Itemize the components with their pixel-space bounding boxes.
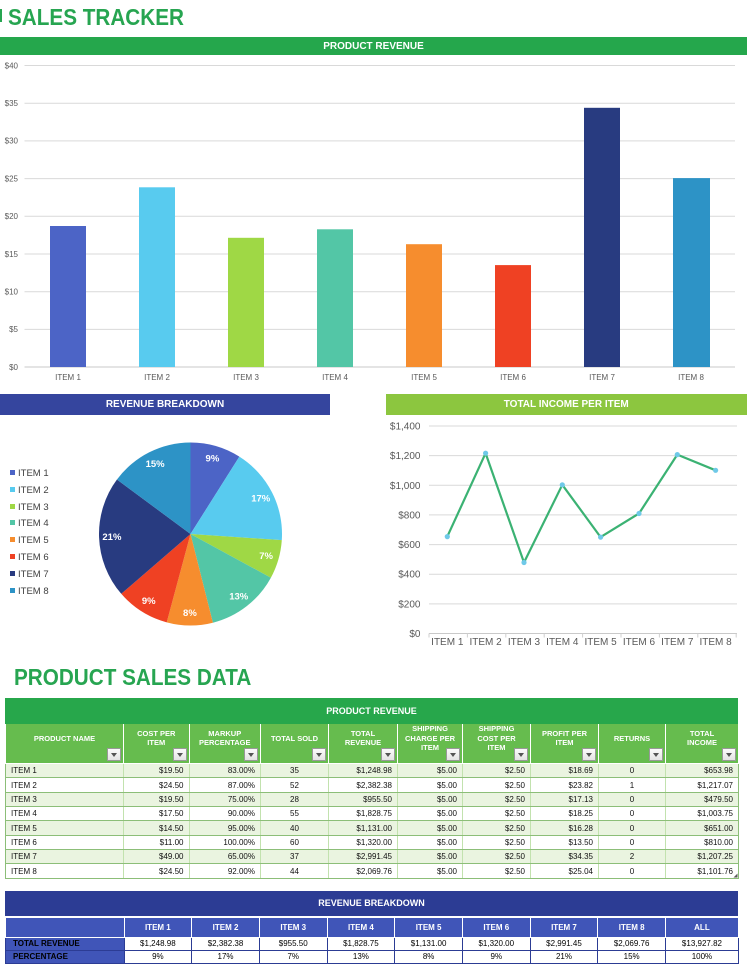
svg-text:$5: $5 xyxy=(9,325,18,334)
svg-text:$25: $25 xyxy=(5,174,19,183)
svg-text:ITEM 3: ITEM 3 xyxy=(233,373,259,382)
svg-text:13%: 13% xyxy=(229,591,249,602)
svg-text:$30: $30 xyxy=(5,137,19,146)
svg-text:$15: $15 xyxy=(5,250,19,259)
svg-text:ITEM 1: ITEM 1 xyxy=(55,373,81,382)
svg-text:$0: $0 xyxy=(409,629,421,640)
svg-text:ITEM 1: ITEM 1 xyxy=(431,637,464,648)
svg-text:ITEM 6: ITEM 6 xyxy=(500,373,526,382)
svg-text:$600: $600 xyxy=(398,540,421,551)
svg-text:ITEM 2: ITEM 2 xyxy=(469,637,502,648)
svg-text:$1,000: $1,000 xyxy=(390,481,421,492)
svg-text:8%: 8% xyxy=(183,608,197,619)
svg-text:7%: 7% xyxy=(259,551,273,562)
svg-text:ITEM 7: ITEM 7 xyxy=(589,373,615,382)
svg-text:21%: 21% xyxy=(102,532,122,543)
svg-text:ITEM 7: ITEM 7 xyxy=(661,637,694,648)
svg-text:ITEM 8: ITEM 8 xyxy=(699,637,732,648)
svg-text:$1,200: $1,200 xyxy=(390,451,421,462)
svg-text:$10: $10 xyxy=(5,288,19,297)
svg-text:ITEM 4: ITEM 4 xyxy=(322,373,348,382)
svg-text:ITEM 4: ITEM 4 xyxy=(546,637,579,648)
svg-text:$400: $400 xyxy=(398,570,421,581)
svg-text:ITEM 5: ITEM 5 xyxy=(411,373,437,382)
svg-text:$20: $20 xyxy=(5,212,19,221)
svg-text:15%: 15% xyxy=(146,459,166,470)
svg-text:$0: $0 xyxy=(9,363,18,372)
svg-text:$35: $35 xyxy=(5,99,19,108)
svg-text:17%: 17% xyxy=(251,494,271,505)
svg-text:9%: 9% xyxy=(142,596,156,607)
svg-text:$200: $200 xyxy=(398,599,421,610)
svg-text:ITEM 2: ITEM 2 xyxy=(144,373,170,382)
svg-text:ITEM 3: ITEM 3 xyxy=(508,637,541,648)
svg-text:$40: $40 xyxy=(5,61,19,70)
svg-text:ITEM 6: ITEM 6 xyxy=(623,637,656,648)
svg-text:ITEM 5: ITEM 5 xyxy=(584,637,617,648)
svg-text:ITEM 8: ITEM 8 xyxy=(678,373,704,382)
svg-text:$1,400: $1,400 xyxy=(390,422,421,433)
svg-text:9%: 9% xyxy=(206,454,220,465)
svg-text:$800: $800 xyxy=(398,510,421,521)
